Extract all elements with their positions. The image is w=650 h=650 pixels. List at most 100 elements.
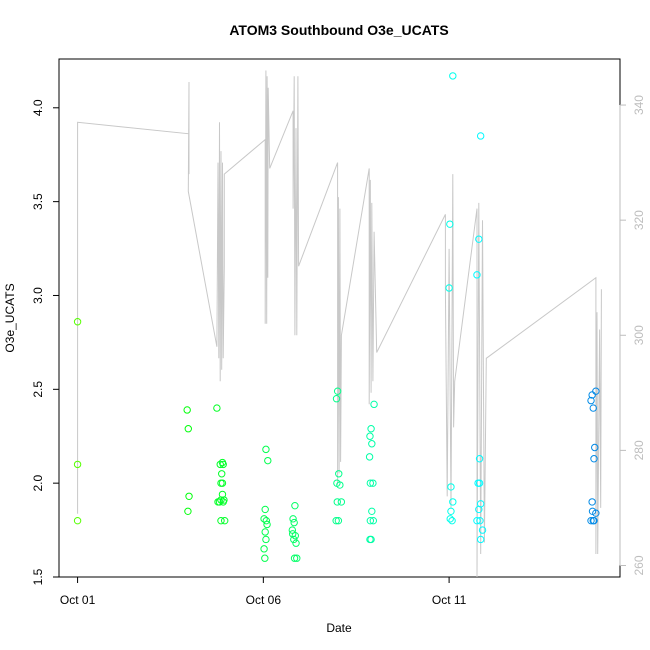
data-point bbox=[473, 516, 481, 525]
y2-tick-label: 300 bbox=[632, 325, 646, 345]
data-point bbox=[445, 284, 453, 292]
data-point bbox=[261, 554, 269, 562]
data-point bbox=[288, 530, 297, 538]
data-point bbox=[288, 526, 297, 534]
data-point bbox=[587, 396, 595, 405]
y-tick-label: 4.0 bbox=[31, 99, 45, 116]
data-point bbox=[215, 498, 224, 506]
y-tick-label: 2.0 bbox=[31, 474, 45, 491]
data-point bbox=[369, 479, 377, 487]
scatter-series bbox=[73, 72, 600, 562]
data-point bbox=[592, 387, 600, 395]
line-series bbox=[77, 70, 602, 578]
y-tick-label: 2.5 bbox=[31, 381, 45, 398]
data-point bbox=[446, 220, 454, 228]
data-point bbox=[261, 505, 269, 514]
data-point bbox=[218, 479, 227, 487]
x-tick-label: Oct 01 bbox=[60, 593, 96, 607]
data-point bbox=[332, 395, 341, 403]
data-point bbox=[291, 501, 299, 510]
data-point bbox=[368, 440, 376, 448]
data-point bbox=[73, 318, 82, 326]
x-axis-label: Date bbox=[326, 621, 352, 635]
data-point bbox=[335, 470, 343, 478]
data-point bbox=[366, 535, 374, 544]
data-point bbox=[293, 554, 301, 562]
y-axis-label: O3e_UCATS bbox=[3, 283, 17, 352]
data-point bbox=[290, 554, 299, 562]
data-point bbox=[220, 496, 228, 504]
data-point bbox=[478, 526, 487, 534]
data-point bbox=[476, 132, 485, 140]
data-point bbox=[289, 515, 297, 523]
data-point bbox=[261, 528, 269, 536]
data-point bbox=[332, 516, 340, 525]
data-point bbox=[336, 481, 344, 489]
y-axis-left: 1.5 2.0 2.5 3.0 3.5 4.0 bbox=[31, 99, 60, 585]
y-tick-label: 1.5 bbox=[31, 568, 45, 585]
data-point bbox=[446, 515, 454, 523]
data-point bbox=[476, 535, 485, 544]
data-point bbox=[589, 404, 597, 412]
data-point bbox=[447, 483, 455, 491]
data-point bbox=[290, 535, 298, 544]
data-point bbox=[370, 400, 378, 409]
y-tick-label: 3.5 bbox=[31, 193, 45, 210]
data-point bbox=[262, 516, 271, 525]
data-point bbox=[475, 479, 484, 487]
y2-tick-label: 260 bbox=[632, 555, 646, 575]
data-point bbox=[217, 516, 225, 525]
data-point bbox=[365, 453, 374, 461]
data-point bbox=[262, 445, 270, 454]
data-point bbox=[369, 516, 378, 525]
y-axis-right: 260 280 300 320 340 bbox=[619, 95, 646, 576]
data-point bbox=[588, 498, 596, 506]
data-point bbox=[367, 425, 375, 433]
chart-title: ATOM3 Southbound O3e_UCATS bbox=[229, 22, 448, 38]
x-axis: Oct 01 Oct 06 Oct 11 bbox=[60, 576, 467, 607]
data-point bbox=[589, 516, 597, 525]
data-point bbox=[368, 507, 376, 516]
data-point bbox=[588, 391, 596, 399]
data-point bbox=[587, 516, 595, 525]
data-point bbox=[184, 507, 192, 516]
data-point bbox=[73, 516, 82, 525]
data-point bbox=[590, 455, 598, 463]
y2-tick-label: 340 bbox=[632, 95, 646, 115]
data-point bbox=[476, 516, 484, 525]
data-point bbox=[218, 470, 226, 478]
data-point bbox=[213, 404, 221, 412]
data-point bbox=[366, 516, 375, 525]
data-point bbox=[184, 425, 192, 433]
data-point bbox=[334, 516, 343, 525]
y2-tick-label: 280 bbox=[632, 440, 646, 460]
y2-tick-label: 320 bbox=[632, 210, 646, 230]
y-tick-label: 3.0 bbox=[31, 287, 45, 304]
data-point bbox=[473, 271, 481, 279]
x-tick-label: Oct 06 bbox=[246, 593, 282, 607]
data-point bbox=[448, 516, 456, 525]
data-point bbox=[264, 456, 272, 465]
data-point bbox=[216, 460, 224, 469]
data-point bbox=[217, 479, 225, 487]
data-point bbox=[366, 479, 375, 487]
data-point bbox=[447, 507, 455, 516]
data-point bbox=[185, 492, 193, 500]
data-point bbox=[183, 406, 191, 414]
data-point bbox=[219, 460, 227, 469]
series-line bbox=[77, 70, 602, 578]
data-point bbox=[220, 516, 229, 525]
data-point bbox=[260, 515, 268, 523]
data-point bbox=[262, 535, 270, 544]
data-point bbox=[591, 443, 599, 452]
data-point bbox=[449, 72, 457, 80]
data-point bbox=[333, 387, 342, 395]
data-point bbox=[449, 498, 457, 506]
data-point bbox=[475, 505, 483, 514]
data-point bbox=[366, 432, 374, 440]
data-point bbox=[292, 539, 300, 547]
data-point bbox=[263, 520, 271, 529]
data-point bbox=[333, 498, 341, 506]
data-point bbox=[290, 518, 298, 527]
